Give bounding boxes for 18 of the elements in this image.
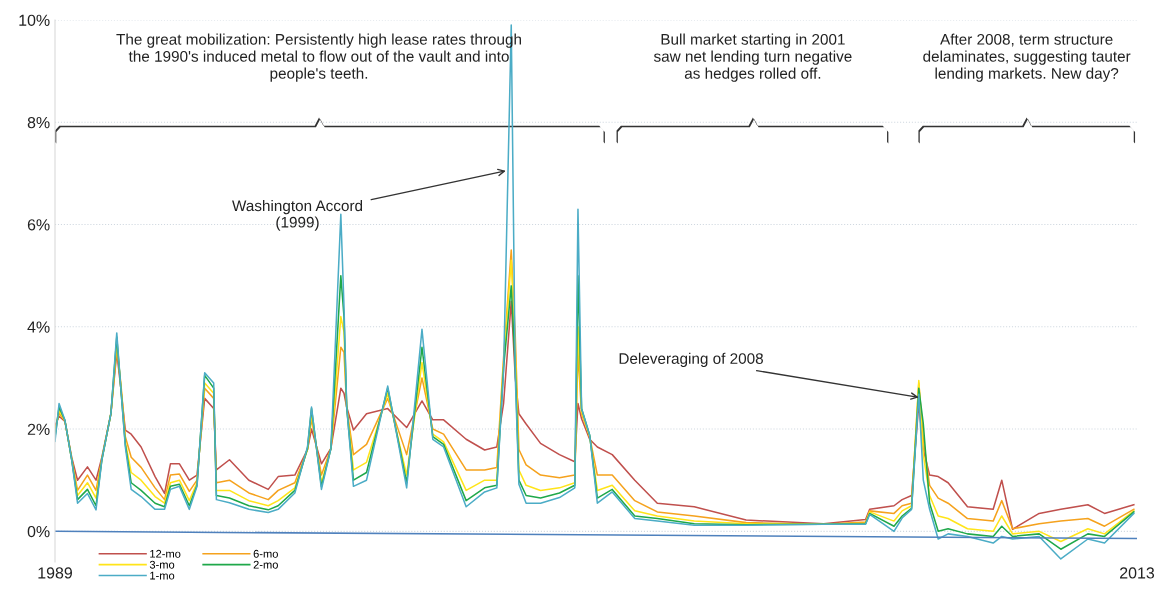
legend-label: 12-mo [150, 549, 181, 558]
legend-label: 3-mo [149, 560, 175, 569]
annotation: Bull market starting in 2001 saw net lending turn negative as hedges rolled off. [653, 33, 852, 82]
line-series [55, 24, 1135, 560]
y-tick-label: 0% [27, 525, 50, 538]
legend-label: 1-mo [150, 571, 175, 580]
y-tick-label: 2% [27, 423, 50, 435]
annotation: Deleveraging of 2008 [619, 352, 763, 367]
annotation: Washington Accord (1999) [232, 199, 363, 231]
y-tick-label: 8% [27, 116, 50, 129]
legend-label: 6-mo [253, 549, 278, 558]
y-tick-label: 6% [27, 219, 50, 231]
legend-label: 2-mo [253, 560, 278, 569]
x-tick-label: 2013 [1120, 567, 1155, 579]
x-tick-label: 1989 [38, 567, 73, 579]
annotation: After 2008, term structure delaminates, suggesting tauter lending markets. New day? [923, 33, 1131, 82]
y-tick-label: 4% [27, 321, 50, 333]
y-tick-label: 10% [19, 14, 50, 26]
